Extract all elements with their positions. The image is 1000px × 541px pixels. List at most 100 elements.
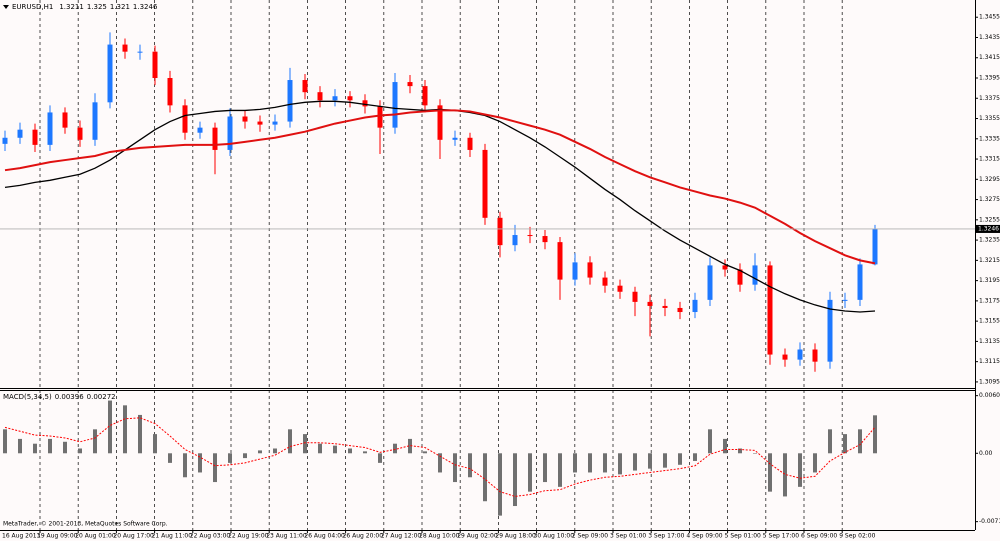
macd-bar	[738, 448, 742, 454]
macd-bar	[153, 434, 157, 454]
grid	[39, 0, 843, 530]
macd-bar	[243, 453, 247, 459]
macd-bar	[33, 443, 37, 454]
macd-bar	[393, 443, 397, 454]
macd-bar	[3, 429, 7, 454]
macd-bar	[618, 453, 622, 475]
current-price-box	[976, 224, 1000, 233]
x-tick-label: 9 Sep 02:00	[839, 533, 875, 540]
candle-body	[572, 262, 578, 280]
candle-body	[827, 299, 833, 362]
candle-body	[362, 100, 368, 107]
y-tick-label: 1.3215	[979, 257, 1000, 264]
y-tick-label: 1.3355	[979, 115, 1000, 122]
last-histogram: 0.00396	[55, 393, 84, 401]
y-tick-label: 1.3335	[979, 135, 1000, 142]
candle-body	[47, 112, 53, 145]
macd-bar	[543, 453, 547, 483]
y-tick-label: 1.3135	[979, 338, 1000, 345]
candle-body	[152, 51, 158, 79]
macd-bar	[288, 429, 292, 454]
macd-bar	[483, 453, 487, 502]
candle-body	[2, 137, 8, 144]
candle-body	[182, 105, 188, 133]
moving-average	[4, 109, 876, 265]
candle-body	[92, 102, 98, 140]
x-tick-label: 20 Aug 01:00	[75, 533, 116, 540]
y-tick-label: 1.3155	[979, 318, 1000, 325]
candle-body	[242, 116, 248, 122]
candle-body	[62, 112, 68, 128]
macd-bar	[573, 453, 577, 473]
x-tick-label: 21 Aug 11:00	[152, 533, 193, 540]
candle-body	[107, 44, 113, 103]
candle-body	[677, 307, 683, 313]
macd-bar	[303, 434, 307, 454]
candle-body	[452, 137, 458, 140]
macd-bar	[108, 400, 112, 454]
candle-body	[587, 262, 593, 278]
macd-bar	[198, 453, 202, 473]
macd-bar	[48, 438, 52, 454]
x-tick-label: 23 Aug 11:00	[266, 533, 307, 540]
candle-body	[167, 78, 173, 106]
symbol: EURUSD,H1	[12, 3, 53, 11]
x-tick-label: 5 Sep 17:00	[763, 533, 799, 540]
macd-bar	[138, 414, 142, 454]
macd-bar	[783, 453, 787, 497]
candle-body	[662, 305, 668, 308]
x-tick-label: 2 Sep 09:00	[572, 533, 608, 540]
current-price-label: 1.3246	[978, 225, 999, 232]
x-tick-label: 26 Aug 20:00	[343, 533, 384, 540]
last-open: 1.3211	[59, 3, 84, 11]
y-tick-label: 1.3115	[979, 358, 1000, 365]
candle-body	[782, 354, 788, 360]
indicator-title: MACD(5,34,5)	[3, 393, 52, 401]
x-tick-label: 3 Sep 01:00	[610, 533, 646, 540]
macd-bar	[828, 429, 832, 454]
y-tick-label: 1.3195	[979, 277, 1000, 284]
y-tick-label: 1.3235	[979, 237, 1000, 244]
macd-bar	[588, 453, 592, 473]
macd-bar	[123, 405, 127, 454]
x-tick-label: 20 Aug 17:00	[113, 533, 154, 540]
candle-body	[347, 96, 353, 101]
macd-bar	[363, 451, 367, 454]
macd-bar	[318, 443, 322, 454]
last-signal: 0.00272	[87, 393, 116, 401]
x-tick-label: 26 Aug 04:00	[304, 533, 345, 540]
y-tick-label: 1.3175	[979, 297, 1000, 304]
candle-body	[437, 105, 443, 140]
candle-body	[752, 265, 758, 285]
y-tick-label: 1.3395	[979, 75, 1000, 82]
macd-bar	[513, 453, 517, 507]
macd-bar	[498, 453, 502, 516]
macd-bar	[798, 453, 802, 487]
candle-body	[122, 44, 128, 52]
macd-bar	[858, 429, 862, 454]
moving-average	[4, 100, 876, 313]
candle-body	[32, 129, 38, 145]
candle-body	[872, 228, 878, 265]
candle-body	[407, 82, 413, 87]
candle-body	[332, 96, 338, 101]
macd-bar	[183, 453, 187, 478]
last-low: 1.321	[110, 3, 130, 11]
candle-body	[527, 235, 533, 237]
macd-bar	[93, 429, 97, 454]
candle-body	[212, 127, 218, 150]
candle-body	[272, 121, 278, 125]
indicator-y-tick-label: -0.00713	[979, 518, 1000, 525]
candle-body	[77, 127, 83, 140]
candle-body	[137, 51, 143, 53]
macd-bar	[558, 453, 562, 487]
candle-body	[557, 242, 563, 280]
macd-bar	[843, 434, 847, 454]
x-tick-label: 29 Aug 02:00	[457, 533, 498, 540]
candle-body	[392, 82, 398, 128]
x-tick-label: 30 Aug 10:00	[534, 533, 575, 540]
candle-body	[602, 277, 608, 286]
candle-body	[797, 349, 803, 360]
candle-body	[767, 265, 773, 355]
